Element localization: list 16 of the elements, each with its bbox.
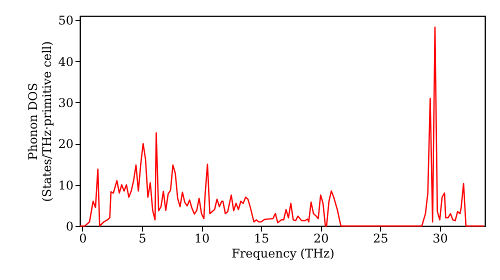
x-tick-label: 25 [373, 232, 388, 246]
x-tick-label: 0 [79, 232, 87, 246]
y-tick-label: 0 [66, 220, 74, 234]
y-axis-title: Phonon DOS (States/THz·primitive cell) [26, 41, 54, 202]
x-tick-label: 20 [313, 232, 329, 246]
y-tick-label: 30 [58, 96, 74, 110]
y-tick-label: 40 [58, 54, 74, 69]
x-tick-label: 15 [254, 232, 270, 246]
x-axis-title: Frequency (THz) [232, 246, 334, 260]
x-tick-label: 5 [138, 232, 146, 246]
line-series [79, 26, 484, 227]
x-tick-label: 30 [432, 232, 448, 246]
y-tick-label: 10 [58, 178, 74, 192]
y-tick-label: 50 [58, 14, 74, 28]
y-tick-label: 20 [58, 137, 74, 152]
x-tick-label: 10 [194, 232, 210, 246]
